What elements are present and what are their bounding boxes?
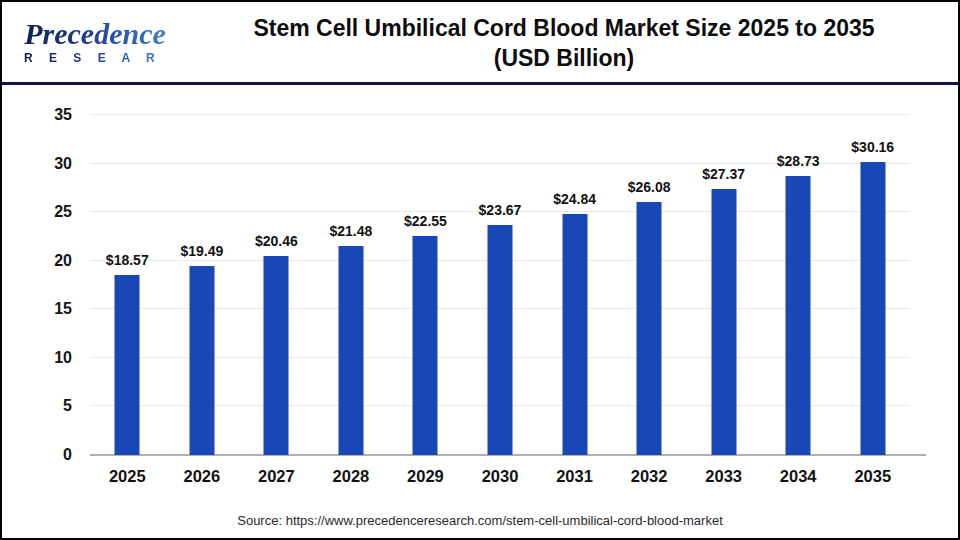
y-tick-label: 10 — [2, 349, 72, 367]
bar-value-label: $26.08 — [628, 179, 671, 195]
x-tick-label-2032: 2032 — [612, 467, 687, 486]
y-tick-label: 15 — [2, 300, 72, 318]
bar-column-2025: $18.57 — [90, 115, 165, 455]
header: Precedence R E S E A R C H Stem Cell Umb… — [2, 2, 958, 82]
bar-column-2033: $27.37 — [686, 115, 761, 455]
x-tick-label-2030: 2030 — [463, 467, 538, 486]
chart-title: Stem Cell Umbilical Cord Blood Market Si… — [170, 11, 958, 73]
bar-2031 — [562, 214, 587, 455]
bar-2030 — [488, 225, 513, 455]
y-axis: 05101520253035 — [2, 115, 80, 455]
bar-column-2026: $19.49 — [165, 115, 240, 455]
x-tick-label-2034: 2034 — [761, 467, 836, 486]
precedence-research-logo: Precedence R E S E A R C H — [20, 19, 170, 65]
bar-column-2035: $30.16 — [835, 115, 910, 455]
x-tick-label-2029: 2029 — [388, 467, 463, 486]
chart-title-line2: (USD Billion) — [170, 43, 958, 73]
x-tick-label-2033: 2033 — [686, 467, 761, 486]
bar-column-2032: $26.08 — [612, 115, 687, 455]
chart-title-line1: Stem Cell Umbilical Cord Blood Market Si… — [170, 13, 958, 43]
x-tick-label-2025: 2025 — [90, 467, 165, 486]
bar-column-2030: $23.67 — [463, 115, 538, 455]
bar-column-2029: $22.55 — [388, 115, 463, 455]
x-tick-label-2027: 2027 — [239, 467, 314, 486]
bar-column-2031: $24.84 — [537, 115, 612, 455]
bar-value-label: $20.46 — [255, 233, 298, 249]
logo-wordmark: Precedence — [20, 19, 170, 49]
y-tick-label: 0 — [2, 446, 72, 464]
y-tick-label: 35 — [2, 106, 72, 124]
bar-2034 — [786, 176, 811, 455]
x-tick-label-2026: 2026 — [165, 467, 240, 486]
y-tick-label: 25 — [2, 203, 72, 221]
bar-column-2028: $21.48 — [314, 115, 389, 455]
bar-2026 — [189, 266, 214, 455]
bar-value-label: $30.16 — [851, 139, 894, 155]
plot-area: $18.57 $19.49 $20.46 $21.48 $22.55 $23.67 $24.… — [90, 115, 910, 455]
bar-value-label: $18.57 — [106, 252, 149, 268]
bar-value-label: $22.55 — [404, 213, 447, 229]
bar-column-2034: $28.73 — [761, 115, 836, 455]
bar-column-2027: $20.46 — [239, 115, 314, 455]
bars-container: $18.57 $19.49 $20.46 $21.48 $22.55 $23.67 $24.… — [90, 115, 910, 455]
bar-value-label: $28.73 — [777, 153, 820, 169]
bar-2032 — [637, 202, 662, 455]
bar-2035 — [860, 162, 885, 455]
chart-card: Precedence R E S E A R C H Stem Cell Umb… — [0, 0, 960, 540]
bar-value-label: $19.49 — [180, 243, 223, 259]
y-tick-label: 30 — [2, 155, 72, 173]
bar-2027 — [264, 256, 289, 455]
x-tick-label-2028: 2028 — [314, 467, 389, 486]
bar-2029 — [413, 236, 438, 455]
y-tick-label: 20 — [2, 252, 72, 270]
x-axis: 2025202620272028202920302031203220332034… — [90, 467, 910, 486]
logo-subtext: R E S E A R C H — [24, 51, 170, 65]
y-tick-label: 5 — [2, 397, 72, 415]
bar-value-label: $23.67 — [479, 202, 522, 218]
bar-2033 — [711, 189, 736, 455]
x-tick-label-2035: 2035 — [835, 467, 910, 486]
bar-2025 — [115, 275, 140, 455]
bar-value-label: $27.37 — [702, 166, 745, 182]
bar-value-label: $24.84 — [553, 191, 596, 207]
bar-2028 — [338, 246, 363, 455]
source-text: Source: https://www.precedenceresearch.c… — [2, 513, 958, 528]
header-divider — [2, 82, 958, 85]
x-tick-label-2031: 2031 — [537, 467, 612, 486]
bar-value-label: $21.48 — [329, 223, 372, 239]
